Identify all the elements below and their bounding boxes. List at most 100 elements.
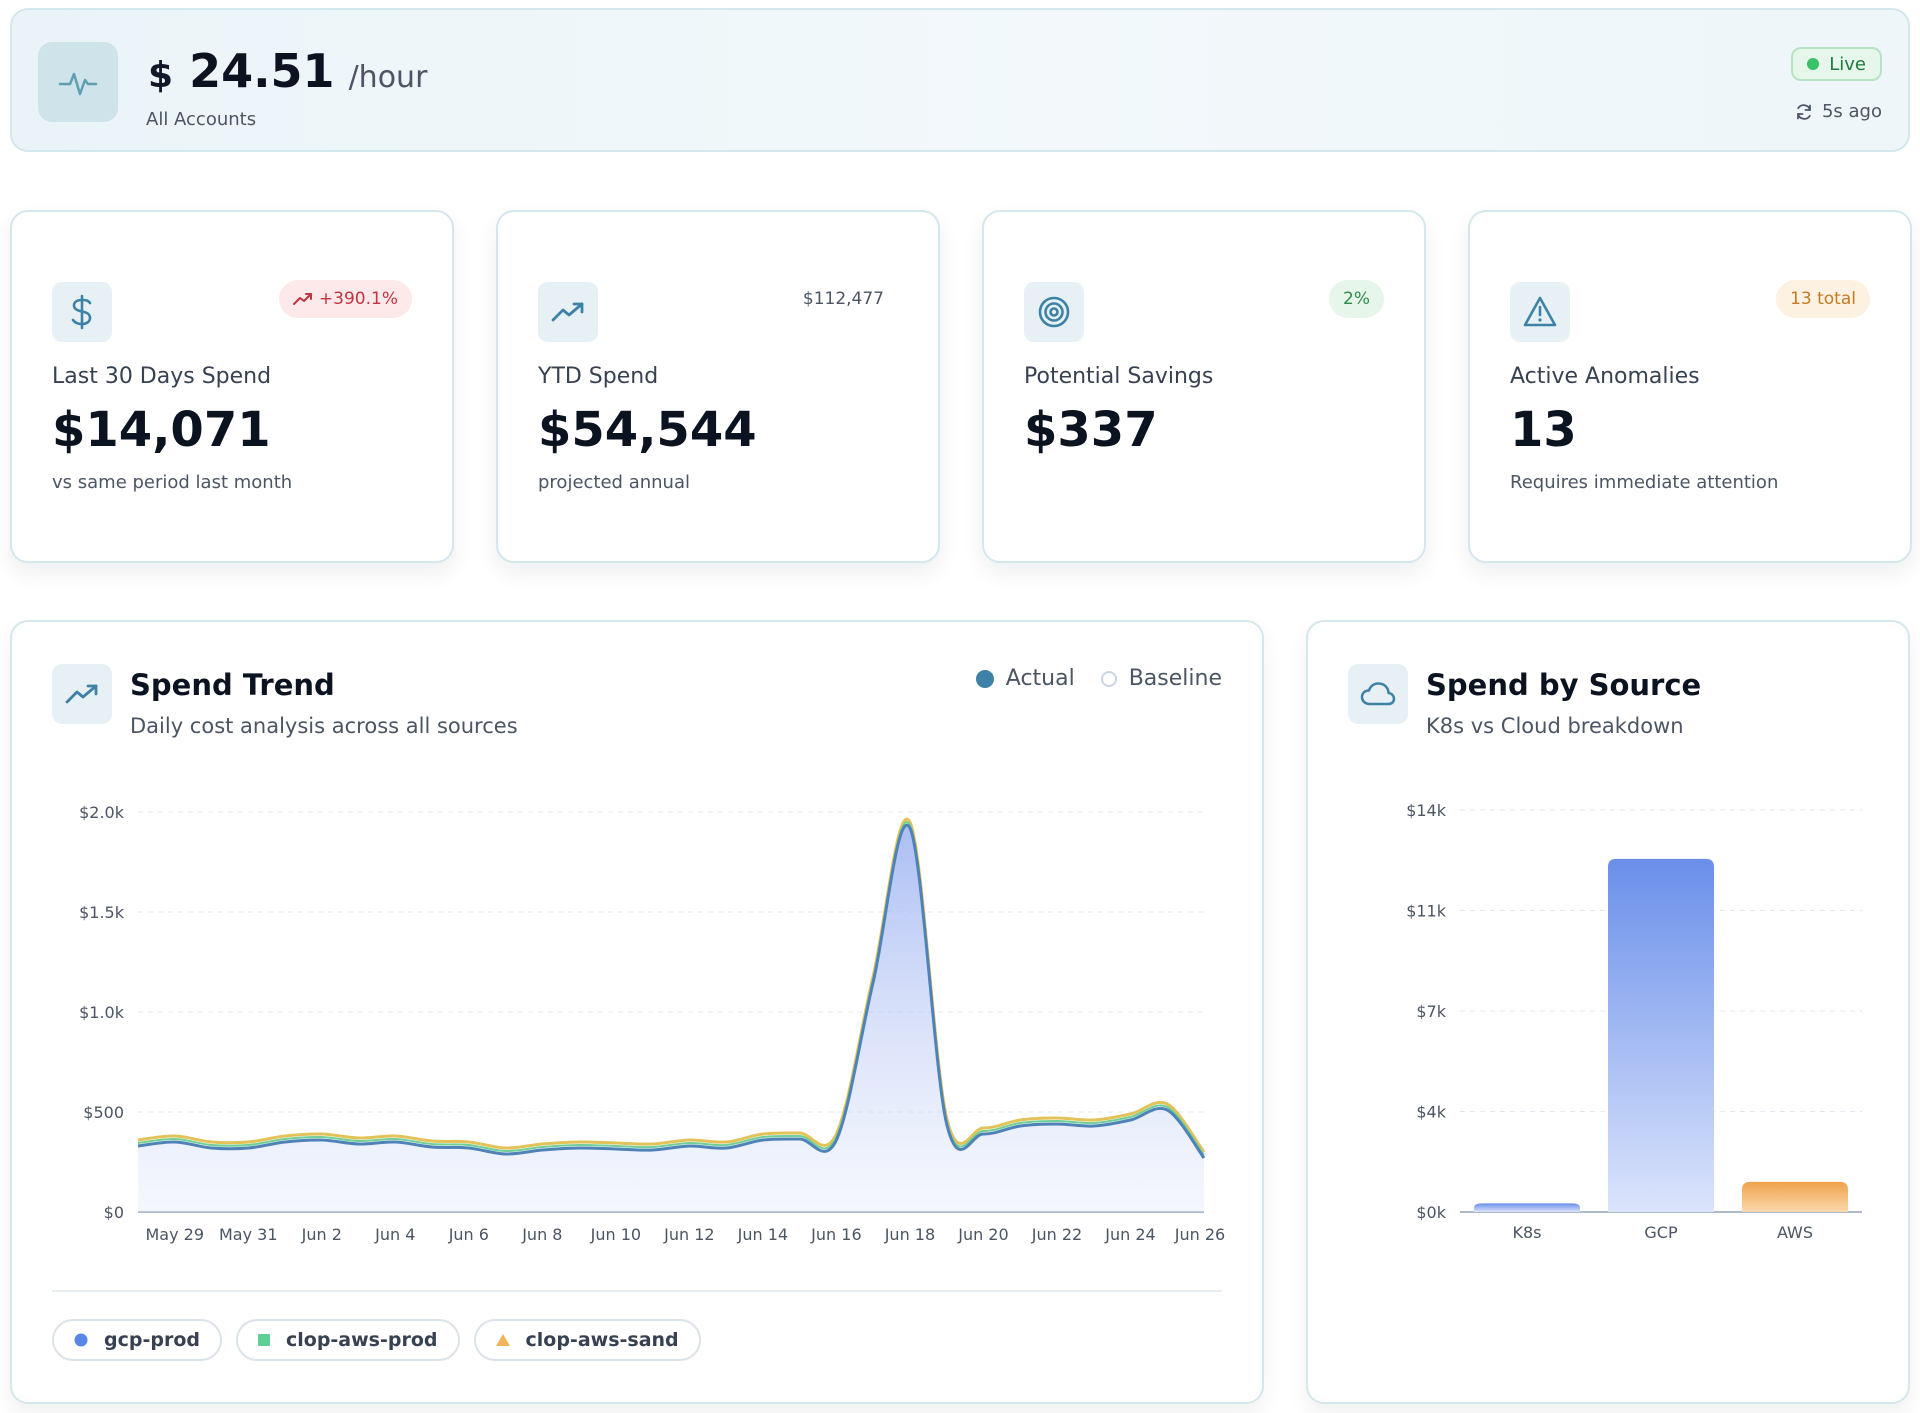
spend-trend-chart: $0 $500 $1.0k $1.5k $2.0k May 29 May 31 Jun 2 J… <box>79 803 1225 1244</box>
rate-unit: /hour <box>348 60 428 95</box>
kpi-card-potential-savings: 2% Potential Savings $337 <box>982 210 1426 563</box>
actual-dot-icon <box>975 669 994 688</box>
anomaly-count-badge: 13 total <box>1776 280 1870 318</box>
hourly-rate: $ 24.51 /hour <box>148 44 427 100</box>
x-tick-label: May 29 <box>145 1225 204 1244</box>
warning-icon <box>1510 282 1570 342</box>
y-tick-label: $14k <box>1406 801 1447 820</box>
kpi-label: Potential Savings <box>1024 364 1214 389</box>
panel-title: Spend by Source <box>1426 668 1702 702</box>
spend-by-source-panel: Spend by Source K8s vs Cloud breakdown $… <box>1306 620 1910 1404</box>
clop-aws-prod-line <box>137 821 1205 1156</box>
live-label: Live <box>1829 53 1866 75</box>
x-tick-label: GCP <box>1644 1223 1678 1242</box>
chip-label: clop-aws-sand <box>525 1329 679 1351</box>
bar-gcp[interactable] <box>1608 858 1714 1212</box>
y-tick-label: $2.0k <box>79 803 125 822</box>
kpi-card-ytd-spend: $112,477 YTD Spend $54,544 projected ann… <box>496 210 940 563</box>
updated-text: 5s ago <box>1821 101 1882 122</box>
chip-gcp-prod[interactable]: gcp-prod <box>52 1319 222 1361</box>
trending-up-icon <box>538 282 598 342</box>
cloud-icon <box>1348 664 1408 724</box>
spend-by-source-chart: $0k $4k $7k $11k $14k K8s GCP AWS <box>1406 801 1862 1242</box>
projection-badge: $112,477 <box>802 289 884 309</box>
x-tick-label: Jun 16 <box>810 1225 861 1244</box>
y-tick-label: $4k <box>1416 1103 1446 1122</box>
live-dot-icon <box>1807 58 1820 70</box>
y-tick-label: $0k <box>1416 1203 1446 1222</box>
x-tick-label: Jun 2 <box>301 1225 342 1244</box>
chip-label: gcp-prod <box>104 1329 200 1351</box>
y-tick-label: $0 <box>104 1203 124 1222</box>
chart-divider <box>52 1290 1222 1292</box>
legend-baseline-label: Baseline <box>1128 666 1222 691</box>
triangle-marker-icon <box>495 1334 510 1346</box>
kpi-value: $54,544 <box>538 402 757 458</box>
x-tick-label: Jun 22 <box>1031 1225 1082 1244</box>
trend-legend: Actual Baseline <box>975 666 1222 691</box>
panel-subtitle: Daily cost analysis across all sources <box>130 714 518 738</box>
bar-k8s[interactable] <box>1474 1203 1580 1212</box>
kpi-card-last-30-days: +390.1% Last 30 Days Spend $14,071 vs sa… <box>10 210 454 563</box>
legend-baseline[interactable]: Baseline <box>1100 666 1222 691</box>
x-tick-label: Jun 24 <box>1104 1225 1155 1244</box>
kpi-subtext: projected annual <box>538 472 690 493</box>
x-tick-label: Jun 20 <box>957 1225 1008 1244</box>
live-badge: Live <box>1791 47 1882 81</box>
clop-aws-sand-line <box>137 817 1206 1153</box>
kpi-subtext: vs same period last month <box>52 472 293 493</box>
refresh-icon <box>1797 103 1811 120</box>
spend-trend-panel: Spend Trend Daily cost analysis across a… <box>10 620 1264 1404</box>
y-tick-label: $7k <box>1416 1002 1446 1021</box>
source-chips: gcp-prod clop-aws-prod clop-aws-sand <box>52 1319 701 1361</box>
trending-up-icon <box>292 293 312 305</box>
x-tick-label: Jun 4 <box>374 1225 415 1244</box>
baseline-dot-icon <box>1100 670 1117 687</box>
kpi-card-active-anomalies: 13 total Active Anomalies 13 Requires im… <box>1468 210 1912 563</box>
kpi-value: $14,071 <box>52 402 271 458</box>
kpi-label: YTD Spend <box>538 364 659 389</box>
x-tick-label: Jun 10 <box>590 1225 641 1244</box>
kpi-value: $337 <box>1024 402 1158 458</box>
x-tick-label: Jun 18 <box>884 1225 935 1244</box>
x-tick-label: AWS <box>1777 1223 1813 1242</box>
chip-clop-aws-sand[interactable]: clop-aws-sand <box>473 1319 701 1361</box>
actual-series-line <box>137 823 1206 1159</box>
square-marker-icon <box>257 1334 270 1346</box>
account-scope[interactable]: All Accounts <box>146 109 257 130</box>
x-tick-label: Jun 8 <box>521 1225 562 1244</box>
y-tick-label: $11k <box>1406 902 1447 921</box>
kpi-subtext: Requires immediate attention <box>1510 472 1779 493</box>
panel-subtitle: K8s vs Cloud breakdown <box>1426 714 1684 738</box>
x-tick-label: K8s <box>1512 1223 1541 1242</box>
legend-actual[interactable]: Actual <box>975 666 1075 691</box>
kpi-label: Last 30 Days Spend <box>52 364 272 389</box>
bar-aws[interactable] <box>1742 1181 1848 1212</box>
panel-title: Spend Trend <box>130 668 335 702</box>
y-tick-label: $1.5k <box>79 903 125 922</box>
x-tick-label: Jun 26 <box>1174 1225 1225 1244</box>
change-badge: +390.1% <box>278 280 412 318</box>
actual-area-fill <box>138 825 1204 1212</box>
chip-clop-aws-prod[interactable]: clop-aws-prod <box>235 1319 460 1361</box>
rate-value: 24.51 <box>189 44 335 98</box>
y-tick-label: $500 <box>83 1103 124 1122</box>
refresh-status[interactable]: 5s ago <box>1794 101 1882 122</box>
target-icon <box>1024 282 1084 342</box>
y-tick-label: $1.0k <box>79 1003 125 1022</box>
x-tick-label: Jun 6 <box>448 1225 489 1244</box>
activity-icon <box>38 42 118 122</box>
badge-text: +390.1% <box>318 289 398 309</box>
chip-label: clop-aws-prod <box>285 1329 438 1351</box>
x-tick-label: Jun 12 <box>663 1225 714 1244</box>
dollar-icon <box>52 282 112 342</box>
kpi-value: 13 <box>1510 402 1577 458</box>
trending-up-icon <box>52 664 112 724</box>
circle-marker-icon <box>74 1333 88 1347</box>
kpi-label: Active Anomalies <box>1510 364 1700 389</box>
rate-banner: $ 24.51 /hour All Accounts Live 5s ago <box>10 8 1910 152</box>
legend-actual-label: Actual <box>1005 666 1075 691</box>
x-tick-label: Jun 14 <box>737 1225 788 1244</box>
currency-symbol: $ <box>148 55 174 96</box>
x-tick-label: May 31 <box>219 1225 278 1244</box>
